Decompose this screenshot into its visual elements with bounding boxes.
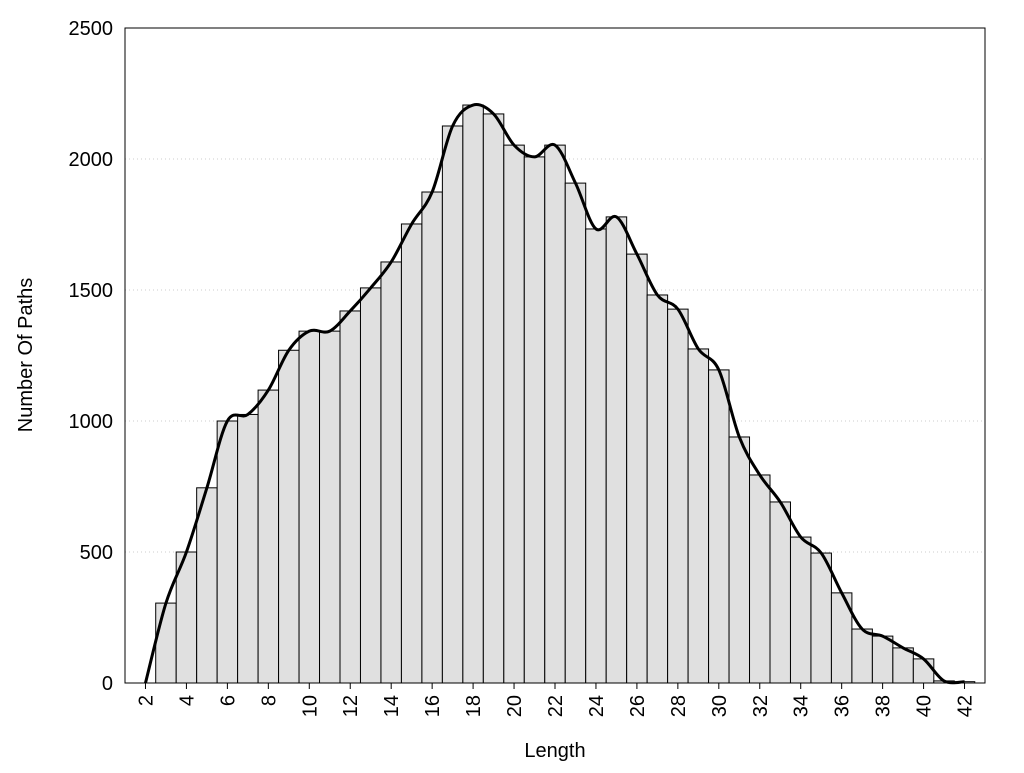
bar: [523, 156, 546, 684]
x-axis-label: Length: [524, 740, 585, 762]
x-tick-label: 20: [504, 695, 526, 717]
bar: [155, 602, 177, 684]
x-tick-label: 30: [709, 695, 731, 717]
bar: [749, 474, 771, 684]
bar: [646, 294, 669, 684]
x-tick-label: 6: [217, 695, 239, 706]
x-tick-label: 38: [873, 695, 895, 717]
y-axis-label: Number Of Paths: [15, 278, 37, 433]
bar: [708, 369, 730, 684]
x-tick-label: 32: [750, 695, 772, 717]
x-tick-label: 8: [258, 695, 280, 706]
x-tick-label: 26: [627, 695, 649, 717]
bar: [851, 628, 873, 684]
bar: [441, 125, 464, 684]
bar: [196, 487, 218, 684]
bar: [626, 253, 648, 684]
x-tick-label: 40: [914, 695, 936, 717]
bar: [769, 501, 791, 684]
x-tick-label: 10: [299, 695, 321, 717]
bar: [789, 536, 812, 684]
y-tick-label: 1500: [69, 280, 114, 302]
x-tick-label: 4: [176, 695, 198, 706]
bar: [482, 113, 505, 684]
bar: [585, 228, 607, 684]
bar: [912, 658, 935, 684]
bar: [298, 330, 321, 684]
bar: [667, 308, 689, 684]
bar: [278, 349, 300, 684]
x-tick-label: 2: [135, 695, 157, 706]
bar: [339, 310, 361, 684]
y-tick-label: 2000: [69, 149, 114, 171]
plot-frame: [124, 27, 986, 684]
bar: [380, 261, 402, 684]
x-tick-label: 22: [545, 695, 567, 717]
x-tick-label: 28: [668, 695, 690, 717]
x-tick-label: 18: [463, 695, 485, 717]
bar: [503, 144, 525, 684]
bar: [359, 287, 382, 684]
bar: [421, 191, 443, 684]
trend-line: [144, 103, 965, 685]
x-tick-label: 34: [791, 695, 813, 717]
bar: [462, 104, 484, 684]
x-tick-label: 36: [832, 695, 854, 717]
bar: [544, 144, 566, 684]
x-tick-label: 24: [586, 695, 608, 717]
bar: [400, 223, 423, 684]
y-tick-label: 1000: [69, 411, 114, 433]
x-tick-label: 12: [340, 695, 362, 717]
y-tick-label: 0: [102, 673, 113, 695]
y-tick-label: 2500: [69, 18, 114, 40]
bar: [605, 216, 628, 684]
bar: [892, 647, 914, 684]
bar: [728, 436, 751, 684]
x-tick-label: 42: [955, 695, 977, 717]
x-tick-label: 16: [422, 695, 444, 717]
bar: [216, 420, 239, 684]
y-tick-label: 500: [80, 542, 113, 564]
x-tick-label: 14: [381, 695, 403, 717]
bar: [564, 182, 587, 684]
bar: [257, 389, 280, 684]
bar: [237, 413, 259, 684]
bar: [810, 552, 832, 684]
bar: [687, 348, 710, 684]
bar: [871, 635, 894, 684]
bar: [319, 330, 341, 684]
